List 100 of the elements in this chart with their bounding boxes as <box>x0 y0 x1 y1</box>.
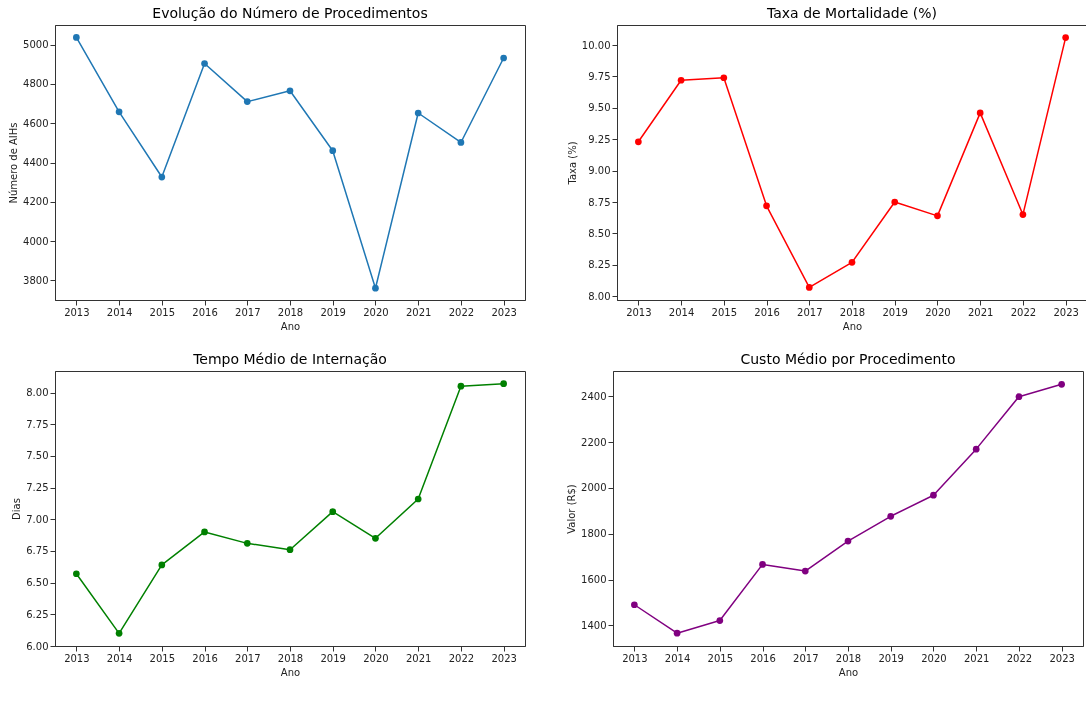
point <box>500 54 507 62</box>
x-tick-label: 2021 <box>405 652 432 664</box>
x-tick-label: 2017 <box>235 306 261 318</box>
x-tick-label: 2020 <box>921 652 947 664</box>
x-tick-label: 2020 <box>363 306 389 318</box>
y-tick-label: 8.00 <box>588 290 611 302</box>
point <box>286 546 294 554</box>
y-axis-title: Valor (R$) <box>566 484 578 534</box>
point <box>635 138 642 146</box>
x-tick-label: 2016 <box>750 652 776 664</box>
point <box>1015 393 1023 401</box>
point <box>848 258 856 266</box>
y-tick-label: 6.00 <box>26 640 49 652</box>
x-tick-label: 2013 <box>64 652 90 664</box>
y-tick-label: 4400 <box>23 157 49 168</box>
x-tick-label: 2021 <box>967 306 994 318</box>
y-tick-label: 1400 <box>581 619 607 631</box>
y-tick-label: 8.00 <box>26 387 49 399</box>
x-tick-label: 2013 <box>626 306 652 318</box>
x-axis-title: Ano <box>280 666 301 678</box>
x-tick-label: 2018 <box>835 652 862 664</box>
x-tick-label: 2014 <box>106 652 133 664</box>
y-tick-label: 9.75 <box>588 70 611 82</box>
point <box>930 491 937 499</box>
x-tick-label: 2013 <box>64 306 90 318</box>
point <box>243 98 251 105</box>
point <box>158 173 166 181</box>
x-tick-label: 2023 <box>491 306 517 318</box>
point <box>201 60 208 67</box>
y-tick-label: 10.00 <box>581 39 611 51</box>
x-tick-label: 2022 <box>1010 306 1037 318</box>
y-tick-label: 6.50 <box>26 577 49 589</box>
y-tick-label: 8.75 <box>588 196 611 208</box>
point <box>115 629 123 637</box>
y-tick-label: 8.50 <box>588 227 611 239</box>
point <box>372 534 379 542</box>
x-tick-label: 2023 <box>1049 652 1075 664</box>
point <box>329 508 337 516</box>
x-tick-label: 2019 <box>878 652 904 664</box>
point <box>934 212 941 220</box>
y-tick-label: 9.50 <box>588 102 611 114</box>
chart-title: Taxa de Mortalidade (%) <box>766 5 937 21</box>
x-tick-label: 2015 <box>711 306 738 318</box>
y-tick-label: 4800 <box>23 78 49 90</box>
point <box>805 284 813 291</box>
x-tick-label: 2018 <box>277 306 304 318</box>
x-tick-label: 2017 <box>235 652 261 664</box>
y-tick-label: 2000 <box>581 482 607 494</box>
x-tick-label: 2015 <box>707 652 734 664</box>
x-axis-title: Ano <box>842 320 863 332</box>
x-tick-label: 2017 <box>793 652 819 664</box>
point <box>801 567 809 575</box>
x-tick-label: 2021 <box>405 306 432 318</box>
y-tick-label: 9.00 <box>588 165 611 177</box>
point <box>73 34 80 41</box>
y-tick-label: 4200 <box>23 196 49 208</box>
y-tick-label: 2400 <box>581 390 607 402</box>
x-tick-label: 2022 <box>448 652 475 664</box>
point <box>844 537 852 545</box>
y-tick-label: 1800 <box>581 528 607 540</box>
x-tick-label: 2018 <box>277 652 304 664</box>
x-tick-label: 2015 <box>149 652 176 664</box>
chart-title: Tempo Médio de Internação <box>192 351 387 367</box>
point <box>243 540 251 547</box>
x-tick-label: 2014 <box>106 306 133 318</box>
point <box>201 528 208 536</box>
point <box>414 109 422 117</box>
point <box>457 382 465 390</box>
x-tick-label: 2020 <box>363 652 389 664</box>
chart-title: Custo Médio por Procedimento <box>740 351 956 367</box>
point <box>887 512 895 520</box>
point <box>457 139 465 146</box>
x-tick-label: 2016 <box>192 652 218 664</box>
x-tick-label: 2019 <box>320 652 346 664</box>
x-tick-label: 2016 <box>192 306 218 318</box>
x-tick-label: 2013 <box>622 652 648 664</box>
y-tick-label: 7.50 <box>26 450 49 462</box>
y-tick-label: 8.25 <box>588 259 611 271</box>
point <box>673 629 681 637</box>
x-tick-label: 2018 <box>839 306 866 318</box>
x-axis-title: Ano <box>838 666 859 678</box>
y-tick-label: 4600 <box>23 117 49 129</box>
point <box>158 561 166 569</box>
x-tick-label: 2014 <box>664 652 691 664</box>
point <box>759 561 766 568</box>
point <box>891 198 899 206</box>
y-tick-label: 6.25 <box>26 608 49 620</box>
point <box>720 74 728 82</box>
y-tick-label: 1600 <box>581 574 607 586</box>
x-axis-title: Ano <box>280 320 301 332</box>
y-tick-label: 9.25 <box>588 133 611 145</box>
y-tick-label: 7.75 <box>26 418 49 430</box>
x-tick-label: 2022 <box>448 306 475 318</box>
x-tick-label: 2023 <box>1053 306 1079 318</box>
point <box>1062 34 1069 41</box>
point <box>329 147 337 155</box>
x-tick-label: 2017 <box>797 306 823 318</box>
chart-title: Evolução do Número de Procedimentos <box>152 5 428 21</box>
y-tick-label: 7.25 <box>26 482 49 494</box>
x-tick-label: 2020 <box>925 306 951 318</box>
